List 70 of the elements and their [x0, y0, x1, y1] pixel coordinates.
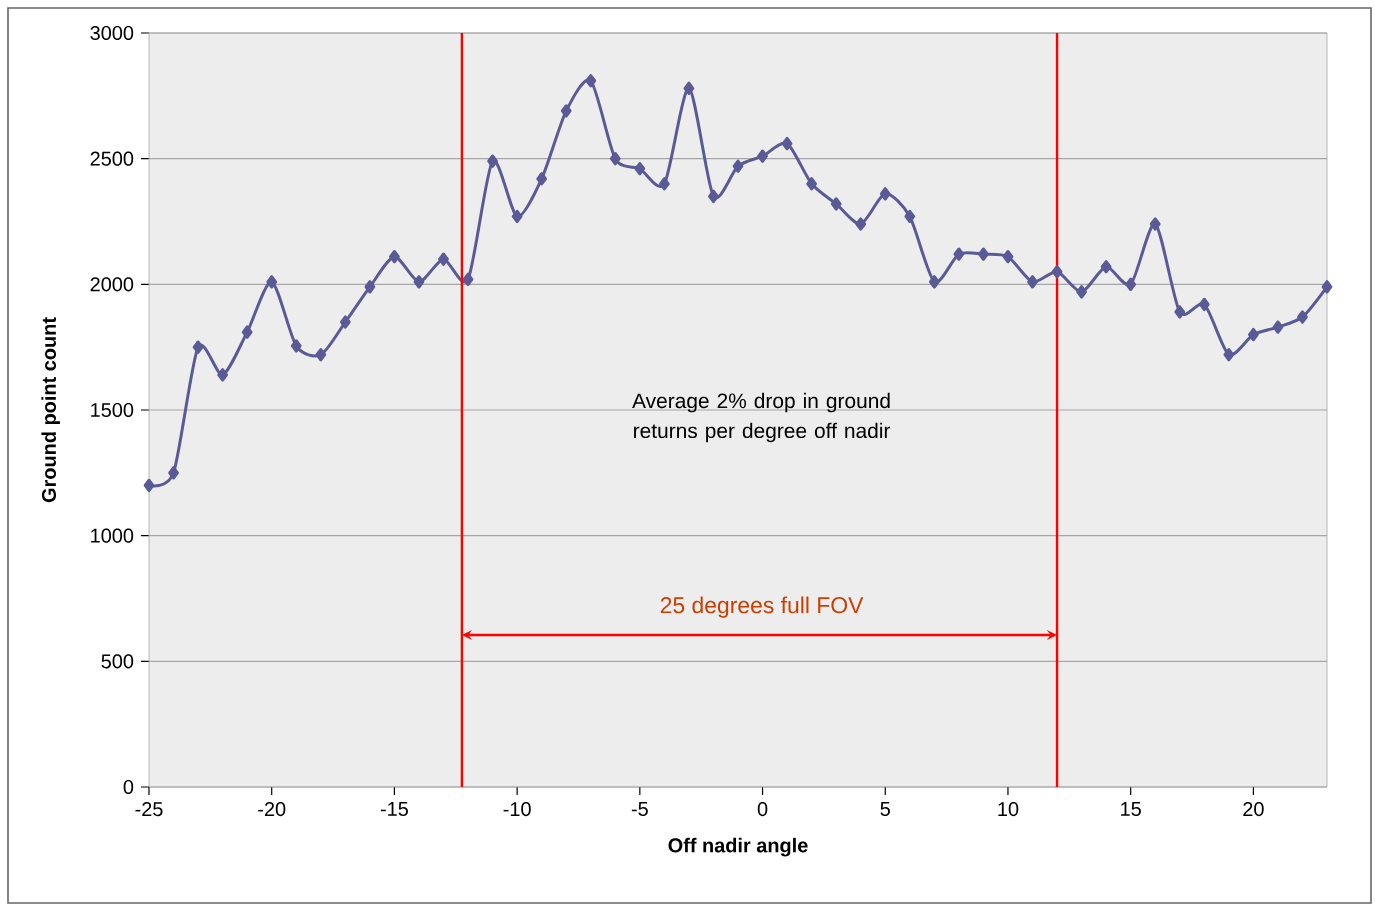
point: [438, 252, 449, 266]
point: [978, 247, 989, 261]
point: [1027, 275, 1038, 289]
point: [168, 466, 179, 480]
point: [879, 187, 891, 201]
x-axis-title: Off nadir angle: [668, 837, 808, 857]
point: [1174, 305, 1186, 319]
point: [487, 154, 498, 168]
point: [241, 325, 253, 339]
x-tick-label: -10: [503, 802, 531, 817]
y-tick-label: 500: [101, 654, 134, 669]
point: [536, 172, 548, 186]
point: [1076, 285, 1087, 299]
y-tick-label: 2000: [90, 277, 134, 292]
x-tick-label: 0: [757, 802, 768, 817]
point: [143, 478, 155, 493]
point: [708, 189, 719, 204]
point: [806, 177, 818, 191]
point: [560, 104, 572, 118]
point: [953, 247, 965, 261]
point: [1297, 310, 1308, 324]
point: [339, 315, 351, 329]
point: [1198, 297, 1210, 312]
point: [1149, 217, 1161, 231]
point: [511, 209, 523, 224]
x-tick-label: 15: [1121, 802, 1141, 816]
point: [217, 368, 229, 382]
point: [364, 280, 376, 294]
point: [928, 275, 940, 289]
point: [658, 177, 670, 191]
x-tick-label: -15: [380, 802, 408, 816]
y-tick-label: 1000: [91, 528, 134, 543]
point: [830, 197, 842, 211]
x-tick-label: -5: [631, 802, 648, 816]
x-tick-label: 5: [880, 802, 890, 816]
point: [757, 149, 768, 163]
point: [413, 275, 425, 289]
annotation: Average 2% drop in ground returns per degree off nadir: [632, 392, 891, 443]
point: [1223, 348, 1235, 362]
point: [1247, 327, 1259, 342]
point: [683, 81, 695, 95]
point: [1100, 260, 1112, 274]
point: [1002, 250, 1014, 264]
point: [585, 74, 597, 88]
y-tick-label: 3000: [90, 25, 134, 41]
point: [290, 339, 302, 353]
point: [781, 136, 793, 151]
point: [1321, 280, 1333, 294]
x-tick-label: -20: [258, 802, 286, 817]
point: [462, 272, 474, 286]
point: [1272, 320, 1284, 334]
x-tick-label: 20: [1243, 802, 1264, 817]
point: [266, 275, 278, 289]
x-tick-label: 10: [998, 802, 1019, 817]
point: [732, 159, 744, 173]
point: [1125, 277, 1137, 292]
point: [315, 348, 327, 362]
y-tick-label: 0: [123, 779, 134, 795]
point: [634, 162, 646, 176]
x-tick-label: -25: [135, 802, 163, 817]
y-tick-label: 1500: [91, 402, 134, 418]
point: [609, 151, 621, 166]
point: [192, 340, 204, 354]
point: [904, 209, 916, 224]
y-tick-label: 2500: [90, 151, 134, 166]
point: [855, 217, 867, 231]
point: [1051, 265, 1063, 279]
point: [389, 250, 400, 264]
y-axis-title: Ground point count: [41, 317, 60, 503]
annotation: 25 degrees full FOV: [660, 596, 864, 618]
